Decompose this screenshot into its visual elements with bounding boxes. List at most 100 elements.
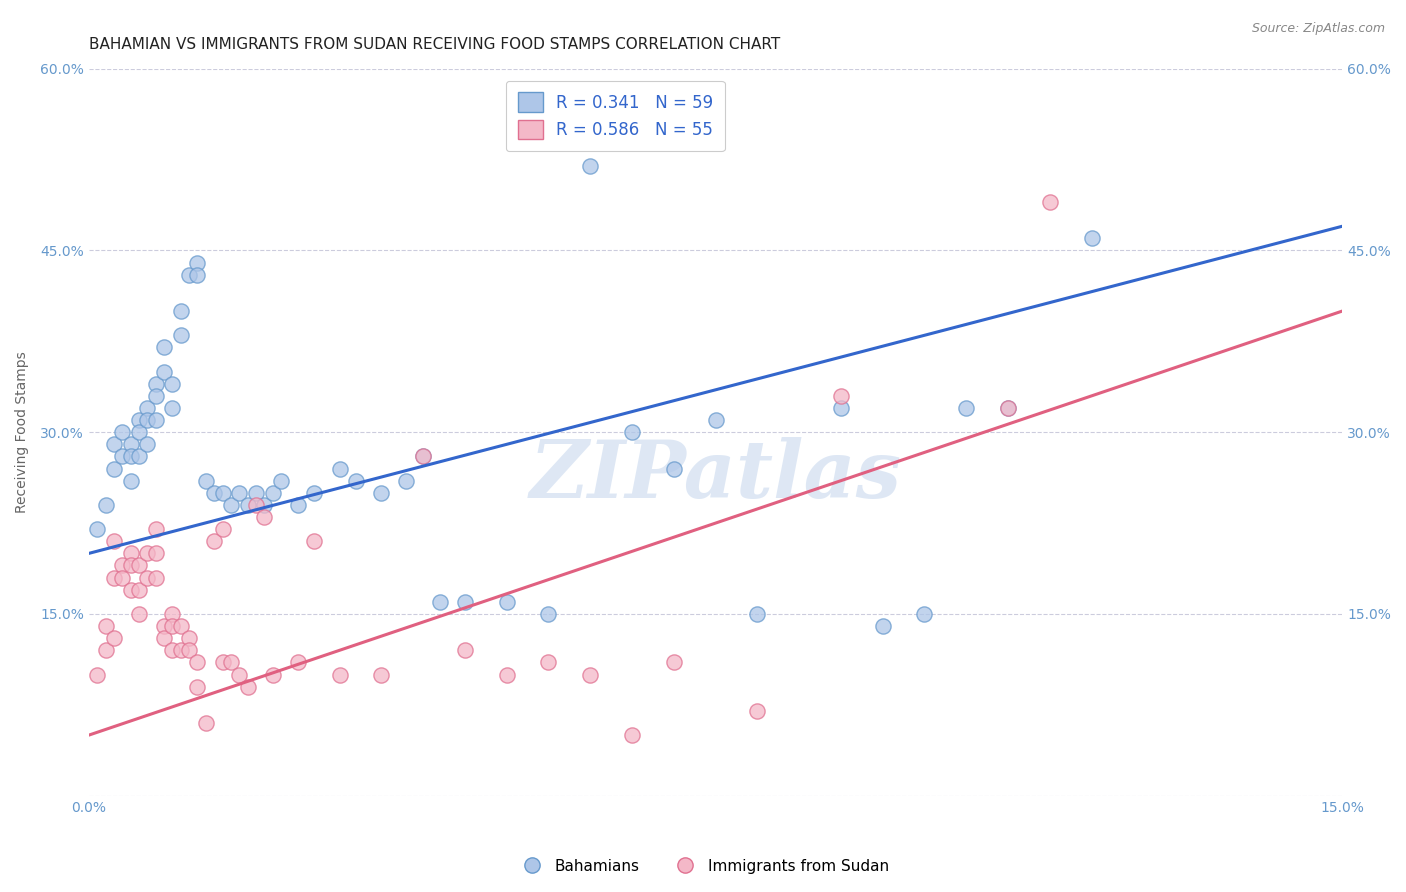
Point [202, 534, 225, 549]
Point [270, 474, 292, 488]
Point [287, 498, 309, 512]
Point [429, 595, 451, 609]
Point [128, 413, 150, 427]
Point [262, 667, 284, 681]
Point [162, 401, 184, 415]
Point [94, 619, 117, 633]
Point [111, 450, 134, 464]
Point [186, 656, 208, 670]
Point [162, 643, 184, 657]
Point [179, 268, 201, 282]
Point [747, 704, 769, 718]
Point [120, 558, 142, 573]
Point [579, 159, 602, 173]
Point [145, 376, 167, 391]
Text: Source: ZipAtlas.com: Source: ZipAtlas.com [1251, 22, 1385, 36]
Legend: R = 0.341   N = 59, R = 0.586   N = 55: R = 0.341 N = 59, R = 0.586 N = 55 [506, 80, 724, 151]
Point [128, 450, 150, 464]
Point [120, 474, 142, 488]
Point [219, 656, 242, 670]
Point [412, 450, 434, 464]
Point [495, 667, 517, 681]
Point [747, 607, 769, 621]
Point [170, 619, 193, 633]
Point [830, 389, 852, 403]
Point [211, 656, 233, 670]
Point [103, 631, 125, 645]
Point [454, 595, 477, 609]
Point [704, 413, 727, 427]
Point [412, 450, 434, 464]
Point [253, 510, 276, 524]
Point [162, 619, 184, 633]
Point [86, 522, 108, 536]
Text: ZIPatlas: ZIPatlas [530, 437, 901, 515]
Point [304, 485, 326, 500]
Point [304, 534, 326, 549]
Point [94, 643, 117, 657]
Point [179, 631, 201, 645]
Point [170, 328, 193, 343]
Point [162, 376, 184, 391]
Point [1080, 231, 1102, 245]
Point [955, 401, 977, 415]
Point [170, 643, 193, 657]
Point [120, 437, 142, 451]
Point [145, 413, 167, 427]
Point [136, 571, 159, 585]
Point [120, 450, 142, 464]
Point [370, 485, 392, 500]
Point [86, 667, 108, 681]
Point [395, 474, 418, 488]
Point [997, 401, 1019, 415]
Point [245, 498, 267, 512]
Point [120, 546, 142, 560]
Point [662, 461, 685, 475]
Point [128, 582, 150, 597]
Point [872, 619, 894, 633]
Point [103, 534, 125, 549]
Point [245, 485, 267, 500]
Point [620, 425, 643, 440]
Point [211, 485, 233, 500]
Point [219, 498, 242, 512]
Point [253, 498, 276, 512]
Point [236, 498, 259, 512]
Point [495, 595, 517, 609]
Point [579, 667, 602, 681]
Point [111, 571, 134, 585]
Point [145, 546, 167, 560]
Point [136, 401, 159, 415]
Point [186, 255, 208, 269]
Point [194, 474, 217, 488]
Point [228, 485, 250, 500]
Point [202, 485, 225, 500]
Point [179, 643, 201, 657]
Point [537, 607, 560, 621]
Y-axis label: Receiving Food Stamps: Receiving Food Stamps [15, 351, 30, 513]
Point [170, 304, 193, 318]
Point [262, 485, 284, 500]
Point [454, 643, 477, 657]
Point [370, 667, 392, 681]
Point [103, 461, 125, 475]
Point [128, 607, 150, 621]
Point [136, 546, 159, 560]
Point [620, 728, 643, 742]
Point [120, 582, 142, 597]
Point [136, 437, 159, 451]
Point [186, 268, 208, 282]
Point [153, 365, 176, 379]
Point [914, 607, 936, 621]
Point [128, 558, 150, 573]
Point [328, 667, 350, 681]
Point [145, 522, 167, 536]
Point [344, 474, 367, 488]
Point [662, 656, 685, 670]
Point [1039, 194, 1062, 209]
Point [94, 498, 117, 512]
Point [194, 716, 217, 731]
Point [537, 656, 560, 670]
Point [211, 522, 233, 536]
Point [153, 340, 176, 354]
